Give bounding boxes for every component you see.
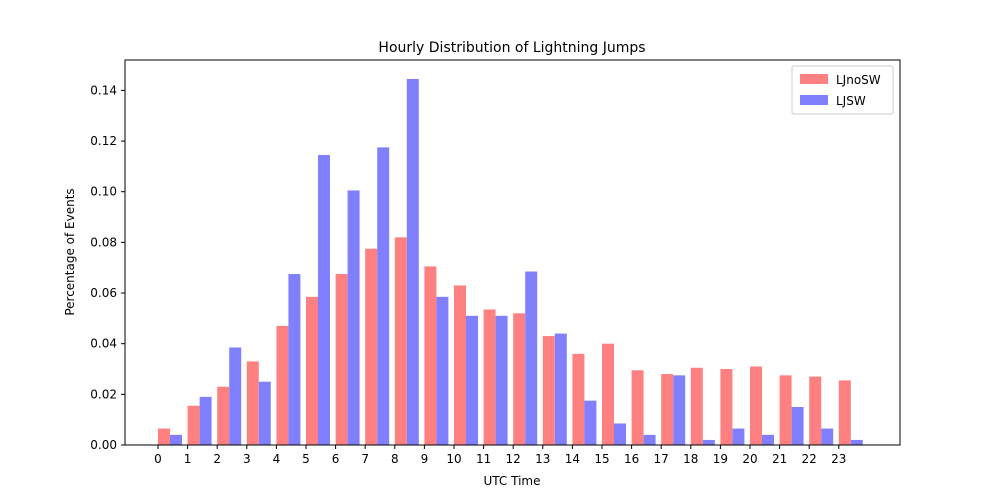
bar-ljsw-3 [258,381,271,445]
bar-ljnosw-19 [720,369,733,445]
x-tick-label-10: 10 [446,452,461,466]
x-tick-label-23: 23 [831,452,846,466]
bar-ljsw-21 [791,407,804,445]
x-tick-label-6: 6 [332,452,340,466]
x-tick-label-3: 3 [243,452,251,466]
bar-ljsw-9 [436,296,449,445]
y-tick-label-0.10: 0.10 [90,185,117,199]
bar-ljnosw-8 [394,237,407,445]
y-tick-label-0.06: 0.06 [90,286,117,300]
bar-ljsw-19 [732,428,745,445]
bar-ljsw-5 [318,154,330,446]
y-tick-label-0.12: 0.12 [90,134,117,148]
x-tick-label-15: 15 [594,452,609,466]
legend-label-ljsw: LJSW [836,94,866,108]
x-tick-label-4: 4 [273,452,281,466]
legend-swatch-ljnosw [800,74,828,84]
bar-ljsw-1 [199,396,212,446]
bar-ljnosw-14 [572,353,585,445]
bar-ljsw-0 [170,434,182,445]
bar-ljnosw-20 [750,366,762,445]
x-tick-label-19: 19 [713,452,728,466]
x-tick-label-16: 16 [624,452,639,466]
bar-ljsw-18 [702,439,715,445]
bar-ljsw-23 [850,439,863,445]
bar-ljnosw-16 [631,370,644,445]
y-axis: 0.00 0.02 0.04 0.06 0.08 0.10 0.12 0.14 [90,83,125,452]
bar-ljsw-17 [673,375,686,445]
x-tick-label-18: 18 [683,452,698,466]
x-tick-label-2: 2 [213,452,221,466]
plot-frame [124,59,901,446]
bar-ljnosw-12 [513,313,526,445]
bar-ljnosw-17 [661,374,674,445]
x-tick-label-11: 11 [476,452,491,466]
bar-ljnosw-7 [365,248,378,445]
bar-ljsw-16 [643,434,656,445]
bar-ljsw-11 [495,315,508,445]
bar-ljnosw-2 [217,386,230,445]
x-tick-label-12: 12 [506,452,521,466]
bar-ljnosw-18 [690,367,703,445]
bar-ljnosw-23 [838,380,851,445]
bar-ljsw-15 [614,423,626,445]
bar-ljsw-10 [466,315,478,445]
bar-ljnosw-13 [542,336,555,445]
x-tick-label-7: 7 [361,452,369,466]
x-tick-label-21: 21 [772,452,787,466]
y-axis-title: Percentage of Events [63,188,77,315]
x-tick-label-8: 8 [391,452,399,466]
bar-ljnosw-3 [246,361,259,445]
bar-ljsw-20 [762,434,774,445]
bar-ljnosw-15 [602,343,614,445]
bar-ljnosw-0 [158,428,170,445]
y-tick-label-0.14: 0.14 [90,83,117,97]
bar-ljnosw-5 [306,296,318,445]
y-tick-label-0.08: 0.08 [90,235,117,249]
bar-ljnosw-22 [809,376,822,445]
bar-ljnosw-10 [454,285,466,445]
chart-title: Hourly Distribution of Lightning Jumps [378,40,645,56]
y-tick-label-0.04: 0.04 [90,337,117,351]
bar-ljnosw-6 [335,274,348,445]
bar-ljsw-4 [288,274,301,445]
y-tick-label-0.00: 0.00 [90,438,117,452]
bar-ljnosw-11 [483,309,496,445]
x-axis: 0 1 2 3 4 5 6 7 8 9 10 11 12 13 14 15 16 17 18 19 20 21 22 23 [154,445,846,466]
bar-ljsw-12 [525,271,538,445]
legend-label-ljnosw: LJnoSW [836,73,881,87]
bar-ljsw-22 [821,428,834,445]
x-tick-label-5: 5 [302,452,310,466]
bars-layer [158,79,863,446]
x-tick-label-9: 9 [421,452,429,466]
bar-ljnosw-9 [424,266,437,445]
bar-ljsw-2 [229,347,242,445]
y-tick-label-0.02: 0.02 [90,387,117,401]
x-tick-label-0: 0 [154,452,162,466]
bar-ljsw-7 [377,147,390,445]
bar-ljnosw-1 [187,405,200,445]
x-tick-label-17: 17 [654,452,669,466]
x-tick-label-14: 14 [565,452,580,466]
legend-swatch-ljsw [800,95,828,105]
x-tick-label-20: 20 [742,452,757,466]
bar-ljsw-14 [584,400,597,445]
x-tick-label-1: 1 [184,452,192,466]
bar-ljsw-6 [347,190,360,445]
bar-ljnosw-21 [779,375,792,445]
legend: LJnoSW LJSW [791,65,894,115]
bar-ljsw-8 [406,79,419,445]
x-tick-label-13: 13 [535,452,550,466]
x-axis-title: UTC Time [484,474,541,488]
x-tick-label-22: 22 [802,452,817,466]
bar-ljsw-13 [554,333,567,445]
bar-ljnosw-4 [276,325,289,445]
